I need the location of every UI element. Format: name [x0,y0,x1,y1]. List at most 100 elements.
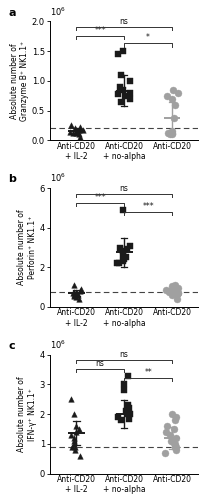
Point [72,410,75,418]
Point [72,440,75,448]
Point [69,128,72,136]
Point [74,446,77,454]
Point [122,86,125,94]
Point [118,244,121,252]
Point [121,47,124,55]
Text: $10^6$: $10^6$ [50,6,66,18]
Point [78,126,81,134]
Point [78,287,81,295]
Point [70,443,73,451]
Point [70,431,73,439]
Point [171,94,174,102]
Point [170,129,174,137]
Point [126,246,129,254]
Point [116,90,119,98]
Point [175,295,178,303]
Point [129,94,132,102]
Point [70,396,73,404]
Point [74,290,77,298]
Point [119,83,122,91]
Point [74,428,78,436]
Point [72,437,75,445]
Point [123,380,126,388]
Point [128,88,132,96]
Point [177,288,180,296]
Y-axis label: Absolute number of
Granzyme B⁺ NK1.1⁺: Absolute number of Granzyme B⁺ NK1.1⁺ [10,41,29,121]
Point [120,71,123,79]
Point [170,291,173,299]
Text: $10^6$: $10^6$ [50,172,66,184]
Point [75,289,79,297]
Point [121,248,125,256]
Text: **: ** [144,368,152,377]
Point [170,437,173,445]
Point [78,452,82,460]
Point [167,288,170,296]
Point [78,295,81,303]
Point [164,286,168,294]
Text: c: c [8,341,15,351]
Point [74,422,77,430]
Point [126,410,130,418]
Point [128,410,132,418]
Point [121,206,125,214]
Text: a: a [8,8,16,18]
Point [165,92,169,100]
Point [117,50,120,58]
Point [173,281,176,289]
Point [172,288,175,296]
Point [125,407,128,415]
Point [128,414,131,422]
Point [75,127,78,135]
Point [170,410,173,418]
Point [175,290,178,298]
Text: b: b [8,174,16,184]
Text: ***: *** [94,193,106,202]
Point [176,289,180,297]
Point [174,413,178,421]
Point [116,413,120,421]
Point [73,291,76,299]
Point [173,285,176,293]
Point [173,114,176,122]
Point [122,386,125,394]
Point [170,128,173,136]
Point [74,129,78,137]
Point [81,126,84,134]
Point [173,425,176,433]
Point [164,449,167,457]
Point [71,128,75,136]
Point [166,129,170,137]
Point [172,438,175,446]
Point [77,130,80,138]
Point [121,258,125,266]
Point [119,98,122,106]
Point [79,134,82,141]
Point [117,260,120,268]
Point [168,287,171,295]
Point [78,425,81,433]
Point [69,122,72,130]
Point [165,428,168,436]
Point [74,293,77,301]
Text: ns: ns [96,359,105,368]
Point [173,283,176,291]
Point [73,443,77,451]
Point [73,292,76,300]
Text: ns: ns [120,17,129,26]
Point [169,431,172,439]
Point [173,416,177,424]
Point [175,434,178,442]
Point [128,404,131,412]
Point [116,260,119,268]
Point [72,434,76,442]
Point [78,123,82,131]
Point [174,446,177,454]
Text: ns: ns [120,184,129,193]
Point [72,289,75,297]
Point [176,284,180,292]
Text: ***: *** [142,202,154,211]
Y-axis label: Absolute number of
Perforin⁺ NK1.1⁺: Absolute number of Perforin⁺ NK1.1⁺ [17,210,37,286]
Point [126,401,130,409]
Text: $10^6$: $10^6$ [50,338,66,351]
